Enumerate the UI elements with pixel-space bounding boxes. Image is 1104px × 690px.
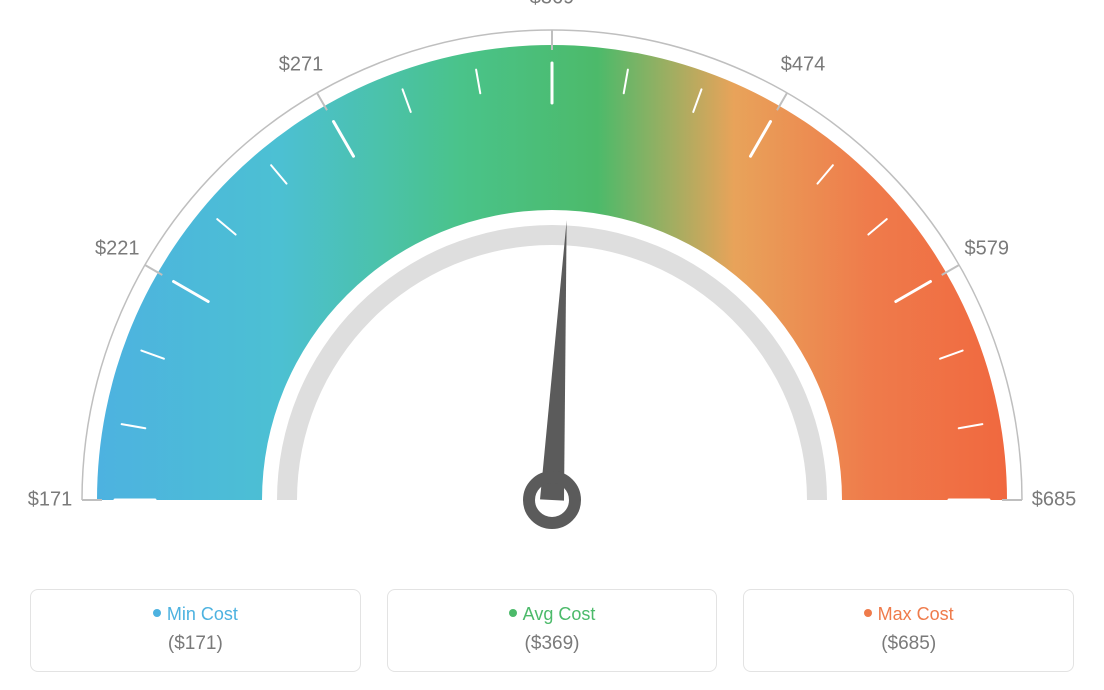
legend-value-max: ($685) <box>754 633 1063 655</box>
gauge-svg <box>0 0 1104 560</box>
legend-title-min: Min Cost <box>41 604 350 625</box>
gauge-tick-label: $685 <box>1032 489 1077 512</box>
gauge-tick-label: $579 <box>964 238 1009 261</box>
dot-icon <box>509 609 517 617</box>
legend-row: Min Cost ($171) Avg Cost ($369) Max Cost… <box>30 589 1074 672</box>
gauge-area: $171 $221 $271 $369 $474 $579 $685 <box>0 0 1104 560</box>
legend-title-label: Max Cost <box>878 604 954 624</box>
legend-value-min: ($171) <box>41 633 350 655</box>
legend-box-min: Min Cost ($171) <box>30 589 361 672</box>
legend-title-avg: Avg Cost <box>398 604 707 625</box>
legend-value-avg: ($369) <box>398 633 707 655</box>
gauge-tick-label: $171 <box>28 489 73 512</box>
cost-gauge-chart: { "gauge": { "type": "gauge", "cx": 552,… <box>0 0 1104 690</box>
legend-box-avg: Avg Cost ($369) <box>387 589 718 672</box>
dot-icon <box>153 609 161 617</box>
gauge-tick-label: $221 <box>95 238 140 261</box>
legend-title-label: Avg Cost <box>523 604 596 624</box>
legend-box-max: Max Cost ($685) <box>743 589 1074 672</box>
gauge-tick-label: $369 <box>530 0 575 10</box>
legend-title-max: Max Cost <box>754 604 1063 625</box>
gauge-tick-label: $271 <box>279 54 324 77</box>
dot-icon <box>864 609 872 617</box>
gauge-tick-label: $474 <box>781 54 826 77</box>
legend-title-label: Min Cost <box>167 604 238 624</box>
